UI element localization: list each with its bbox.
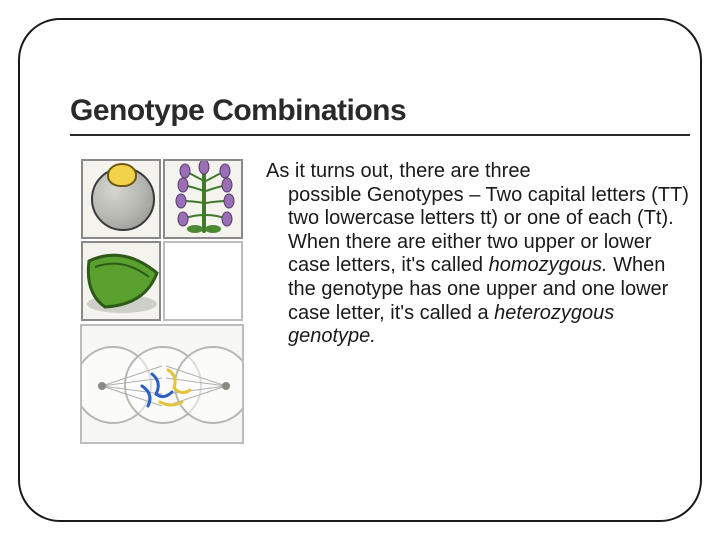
title-underline: [70, 134, 690, 136]
illustration-grid: [80, 158, 244, 444]
body-line1: As it turns out, there are three: [266, 160, 531, 182]
pea-pod-illustration: [81, 241, 161, 321]
slide-title: Genotype Combinations: [70, 94, 406, 128]
pea-plant-illustration: [163, 159, 243, 239]
cell-division-illustration: [80, 324, 244, 444]
slide-frame: Genotype Combinations: [18, 18, 702, 522]
seed-illustration: [81, 159, 161, 239]
empty-cell: [163, 241, 243, 321]
body-paragraph: As it turns out, there are three possibl…: [266, 160, 696, 349]
homozygous-term: homozygous.: [489, 254, 608, 276]
